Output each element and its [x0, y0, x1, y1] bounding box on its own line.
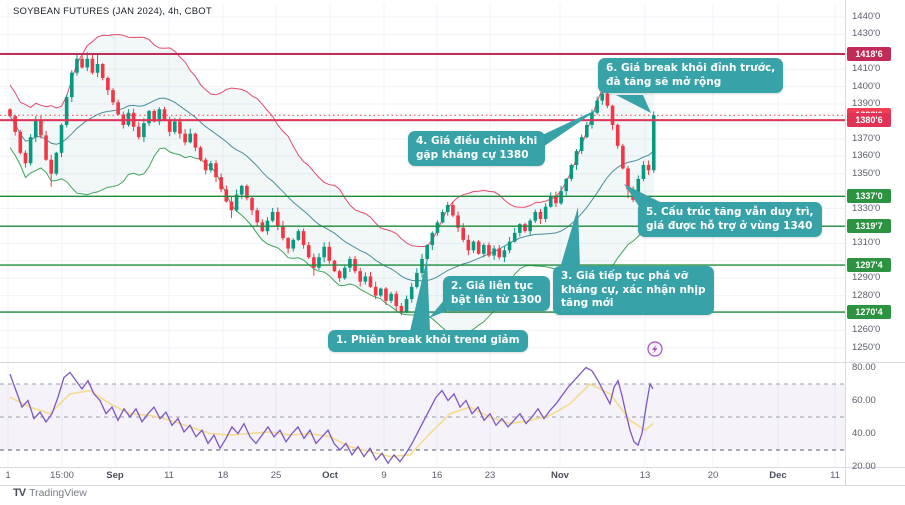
time-axis-label: Oct	[322, 470, 338, 481]
price-badge: 1297'4	[847, 258, 891, 273]
price-axis-label: 1430'0	[852, 28, 881, 40]
price-axis-label: 1280'0	[852, 289, 881, 301]
time-axis-label: 18	[217, 470, 229, 481]
price-badge: 1319'7	[847, 219, 891, 234]
price-badge: 1418'6	[847, 47, 891, 61]
time-axis-label: 16	[431, 470, 443, 481]
time-axis-label: 13	[639, 470, 651, 481]
price-axis-label: 1390'0	[852, 98, 881, 110]
symbol-title: SOYBEAN FUTURES (JAN 2024), 4h, CBOT	[13, 6, 212, 17]
candlestick-series	[8, 52, 656, 316]
price-axis-label: 1310'0	[852, 237, 881, 249]
time-axis-label: Dec	[769, 470, 787, 481]
bollinger-lower-band	[9, 147, 655, 336]
price-axis-label: 1360'0	[852, 150, 881, 162]
time-axis-label: 1	[5, 470, 11, 481]
price-axis-label: 1260'0	[852, 324, 881, 336]
price-axis-label: 1250'0	[852, 341, 881, 353]
time-axis-label: 25	[270, 470, 282, 481]
callout-5[interactable]: 5. Cấu trúc tăng vẫn duy trì, giá được h…	[638, 202, 822, 238]
callout-1[interactable]: 1. Phiên break khỏi trend giảm	[328, 330, 528, 352]
price-axis[interactable]	[845, 0, 905, 485]
rsi-band	[0, 384, 845, 450]
time-axis-label: Sep	[106, 470, 124, 481]
price-axis-label: 1330'0	[852, 202, 881, 214]
callout-tail-4	[540, 108, 600, 149]
price-badge: 1380'6	[847, 113, 891, 128]
rsi-axis-label: 20.00	[852, 460, 876, 472]
time-axis-label: 23	[484, 470, 496, 481]
time-axis-label: 20	[707, 470, 719, 481]
time-axis-label: 11	[164, 470, 174, 481]
callout-tail-6	[616, 95, 651, 113]
rsi-axis-label: 60.00	[852, 394, 876, 406]
rsi-axis-label: 40.00	[852, 427, 876, 439]
price-axis-label: 1350'0	[852, 167, 881, 179]
callout-2[interactable]: 2. Giá liên tục bật lên từ 1300	[443, 276, 550, 312]
price-axis-label: 1290'0	[852, 272, 881, 284]
rsi-ma-line	[9, 383, 654, 458]
time-axis-label: 9	[381, 470, 387, 481]
tradingview-logo[interactable]: TV TradingView	[13, 487, 87, 499]
callout-4[interactable]: 4. Giá điều chỉnh khi gặp kháng cự 1380	[408, 131, 546, 167]
bollinger-fill	[10, 34, 654, 335]
rsi-line	[9, 366, 654, 465]
tradingview-logo-icon: TV	[13, 487, 26, 499]
price-axis-label: 1400'0	[852, 80, 881, 92]
callout-tail-3	[560, 207, 580, 268]
time-axis-label: 15:00	[50, 470, 74, 481]
time-axis-label: Nov	[551, 470, 569, 481]
bollinger-upper-band	[9, 33, 655, 248]
rsi-axis-label: 80.00	[852, 361, 876, 373]
price-badge: 1337'0	[847, 189, 891, 204]
callout-tail-1	[410, 258, 430, 331]
flash-icon-bolt	[652, 344, 658, 354]
time-axis-label: 11	[830, 470, 840, 481]
price-badge: 1270'4	[847, 305, 891, 320]
tradingview-logo-text: TradingView	[29, 487, 87, 499]
callout-6[interactable]: 6. Giá break khỏi đỉnh trước, đà tăng sẽ…	[598, 58, 784, 94]
time-axis[interactable]	[0, 467, 905, 485]
callout-3[interactable]: 3. Giá tiếp tục phá vỡ kháng cự, xác nhậ…	[553, 266, 714, 315]
price-axis-label: 1370'0	[852, 132, 881, 144]
price-axis-label: 1410'0	[852, 63, 881, 75]
price-axis-label: 1440'0	[852, 11, 881, 22]
